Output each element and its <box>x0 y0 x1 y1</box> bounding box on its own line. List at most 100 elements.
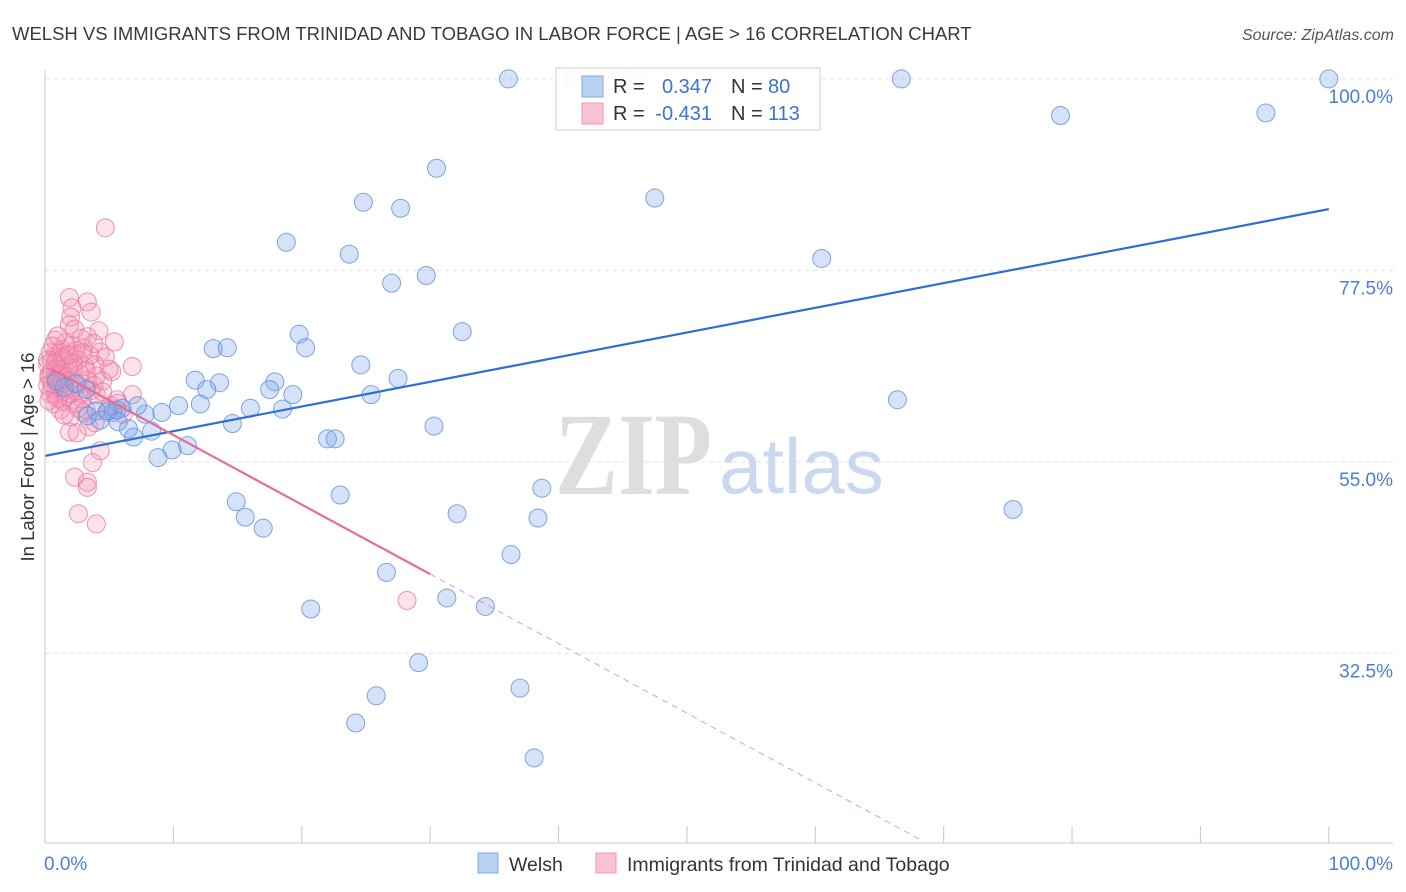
trinidad-point <box>38 350 58 370</box>
trinidad-point <box>71 328 91 348</box>
trend-lines <box>44 208 1330 841</box>
welsh-point <box>253 518 273 538</box>
trinidad-point <box>48 326 68 346</box>
welsh-point <box>197 379 217 399</box>
trinidad-swatch <box>581 102 604 125</box>
welsh-point <box>260 379 280 399</box>
welsh-point <box>447 504 467 524</box>
trinidad-point <box>95 218 115 238</box>
trinidad-point <box>61 307 81 327</box>
welsh-point <box>427 158 447 178</box>
welsh-point <box>325 429 345 449</box>
stats-legend: R = 0.347 N = 80 R = -0.431 N = 113 <box>555 67 821 131</box>
trinidad-point <box>99 359 119 379</box>
welsh-point <box>366 686 386 706</box>
trinidad-point <box>65 467 85 487</box>
trinidad-r-label: R = <box>613 103 645 125</box>
trinidad-point <box>56 333 76 353</box>
welsh-point <box>1256 103 1276 123</box>
trinidad-n-value: 113 <box>768 103 800 125</box>
welsh-point <box>276 232 296 252</box>
welsh-point <box>353 192 373 212</box>
trinidad-point <box>86 514 106 534</box>
welsh-trend-line <box>44 208 1330 457</box>
welsh-point <box>351 355 371 375</box>
welsh-swatch <box>581 75 604 98</box>
welsh-point <box>376 562 396 582</box>
welsh-point <box>283 385 303 405</box>
x-axis-ticks: 0.0% 100.0% <box>44 826 1393 875</box>
trinidad-point <box>95 347 115 367</box>
trinidad-point <box>59 345 79 365</box>
y-tick-label: 55.0% <box>1339 470 1393 491</box>
trinidad-trend-line-extension <box>429 573 923 841</box>
trinidad-point <box>65 319 85 339</box>
welsh-point <box>190 394 210 414</box>
welsh-point <box>524 748 544 768</box>
welsh-point <box>391 198 411 218</box>
trinidad-point <box>81 302 101 322</box>
trinidad-point <box>80 345 100 365</box>
welsh-point <box>222 414 242 434</box>
welsh-point <box>317 429 337 449</box>
welsh-point <box>217 338 237 358</box>
watermark-zip: ZIP <box>555 389 712 520</box>
welsh-point <box>152 402 172 422</box>
trinidad-point <box>59 422 79 442</box>
watermark-atlas: atlas <box>719 422 884 510</box>
welsh-point <box>528 508 548 528</box>
y-axis-label: In Labor Force | Age > 16 <box>17 353 38 562</box>
welsh-point <box>330 485 350 505</box>
trinidad-point <box>93 371 113 391</box>
welsh-point <box>1319 69 1339 89</box>
trinidad-point <box>397 591 417 611</box>
trinidad-point <box>93 382 113 402</box>
welsh-point <box>226 492 246 512</box>
trinidad-r-value: -0.431 <box>655 103 712 125</box>
welsh-point <box>388 368 408 388</box>
trinidad-point <box>77 477 97 497</box>
trinidad-n-label: N = <box>731 103 763 125</box>
welsh-point <box>424 416 444 436</box>
welsh-point <box>77 406 97 426</box>
welsh-point <box>1050 106 1070 126</box>
trinidad-point <box>68 504 88 524</box>
trinidad-point <box>104 332 124 352</box>
bottom-legend: Welsh Immigrants from Trinidad and Tobag… <box>477 852 950 876</box>
y-tick-label: 32.5% <box>1339 661 1393 682</box>
welsh-point <box>812 248 832 268</box>
welsh-n-label: N = <box>731 76 763 98</box>
welsh-r-label: R = <box>613 76 645 98</box>
welsh-point <box>339 244 359 264</box>
welsh-point <box>416 265 436 285</box>
trinidad-point <box>76 361 96 381</box>
welsh-point <box>346 713 366 733</box>
trinidad-point <box>122 357 142 377</box>
x-tick-label: 100.0% <box>1329 854 1394 875</box>
welsh-n-value: 80 <box>768 76 790 98</box>
welsh-point <box>86 401 106 421</box>
chart-title: WELSH VS IMMIGRANTS FROM TRINIDAD AND TO… <box>12 23 972 44</box>
data-points <box>38 69 1339 768</box>
trinidad-trend-line <box>50 368 431 576</box>
source-label: Source: ZipAtlas.com <box>1242 27 1394 44</box>
welsh-point <box>108 412 128 432</box>
y-tick-label: 77.5% <box>1339 278 1393 299</box>
legend-trinidad-swatch <box>595 852 617 874</box>
trinidad-point <box>39 391 59 411</box>
welsh-point <box>301 599 321 619</box>
trinidad-point <box>122 385 142 405</box>
welsh-point <box>498 69 518 89</box>
welsh-r-value: 0.347 <box>662 76 712 98</box>
welsh-point <box>437 588 457 608</box>
trinidad-point <box>67 423 87 443</box>
gridlines <box>45 78 1393 654</box>
welsh-point <box>148 448 168 468</box>
y-tick-label: 100.0% <box>1329 87 1394 108</box>
legend-trinidad-label: Immigrants from Trinidad and Tobago <box>627 854 950 876</box>
welsh-point <box>532 478 552 498</box>
trinidad-point <box>83 453 103 473</box>
welsh-point <box>891 69 911 89</box>
welsh-point <box>1003 499 1023 519</box>
x-tick-label: 0.0% <box>44 854 87 875</box>
